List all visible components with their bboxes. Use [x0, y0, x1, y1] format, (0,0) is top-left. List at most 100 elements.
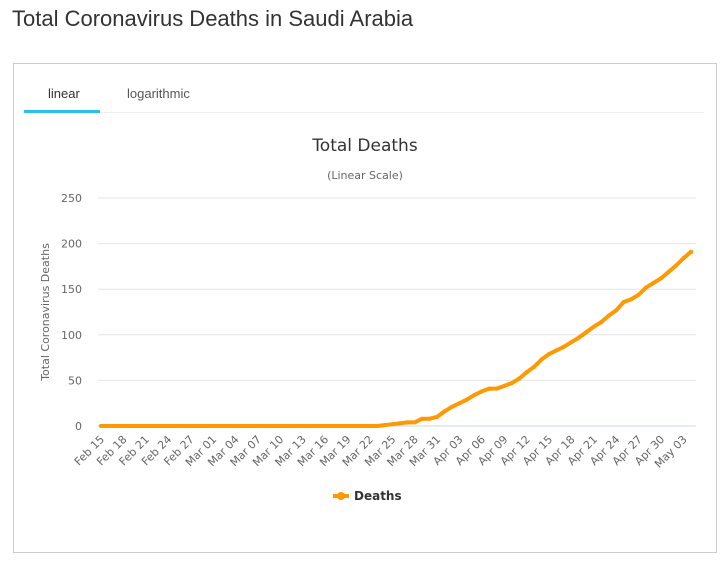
- data-point[interactable]: [308, 424, 313, 428]
- data-point[interactable]: [547, 351, 552, 356]
- data-point[interactable]: [427, 416, 432, 421]
- data-point[interactable]: [517, 376, 522, 381]
- data-point[interactable]: [479, 389, 484, 394]
- chart-panel: linear logarithmic: [13, 63, 717, 553]
- data-point[interactable]: [539, 357, 544, 362]
- data-point[interactable]: [689, 249, 693, 254]
- data-point[interactable]: [128, 424, 133, 428]
- data-point[interactable]: [151, 424, 156, 428]
- data-point[interactable]: [629, 297, 634, 302]
- data-point[interactable]: [345, 424, 350, 428]
- y-axis-label: Total Coronavirus Deaths: [39, 243, 52, 382]
- data-point[interactable]: [442, 409, 447, 414]
- data-point[interactable]: [532, 364, 537, 369]
- data-point[interactable]: [435, 414, 440, 419]
- y-tick-label: 100: [61, 329, 82, 342]
- data-point[interactable]: [121, 424, 126, 428]
- data-point[interactable]: [464, 397, 469, 402]
- data-point[interactable]: [173, 424, 178, 428]
- tab-linear[interactable]: linear: [48, 86, 80, 101]
- data-point[interactable]: [315, 424, 320, 428]
- data-point[interactable]: [562, 344, 567, 349]
- data-point[interactable]: [487, 386, 492, 391]
- y-tick-label: 250: [61, 192, 82, 205]
- data-point[interactable]: [621, 299, 626, 304]
- data-point[interactable]: [248, 424, 253, 428]
- data-point[interactable]: [181, 424, 186, 428]
- data-point[interactable]: [99, 424, 103, 428]
- scale-tabs: linear logarithmic: [24, 78, 704, 113]
- data-point[interactable]: [606, 313, 611, 318]
- data-point[interactable]: [233, 424, 238, 428]
- data-point[interactable]: [502, 383, 507, 388]
- data-point[interactable]: [412, 420, 417, 425]
- y-tick-label: 150: [61, 283, 82, 296]
- y-tick-label: 200: [61, 238, 82, 251]
- data-point[interactable]: [494, 386, 499, 391]
- data-point[interactable]: [390, 422, 395, 427]
- chart-title: Total Deaths: [311, 136, 418, 156]
- data-point[interactable]: [524, 370, 529, 375]
- data-point[interactable]: [278, 424, 283, 428]
- data-point[interactable]: [143, 424, 148, 428]
- data-point[interactable]: [106, 424, 111, 428]
- legend-deaths[interactable]: Deaths: [333, 489, 402, 503]
- data-point[interactable]: [218, 424, 223, 428]
- data-point[interactable]: [285, 424, 290, 428]
- legend-marker-icon: [337, 492, 345, 500]
- data-point[interactable]: [360, 424, 365, 428]
- data-point[interactable]: [367, 424, 372, 428]
- data-point[interactable]: [300, 424, 305, 428]
- active-tab-indicator: [24, 110, 100, 113]
- page-title: Total Coronavirus Deaths in Saudi Arabia: [12, 6, 414, 31]
- data-point[interactable]: [225, 424, 230, 428]
- data-point[interactable]: [554, 348, 559, 353]
- data-point[interactable]: [196, 424, 201, 428]
- data-point[interactable]: [472, 392, 477, 397]
- data-point[interactable]: [352, 424, 357, 428]
- data-point[interactable]: [188, 424, 193, 428]
- deaths-series-line: [99, 249, 693, 428]
- tab-logarithmic[interactable]: logarithmic: [127, 86, 190, 101]
- data-point[interactable]: [240, 424, 245, 428]
- legend-label: Deaths: [354, 489, 402, 503]
- data-point[interactable]: [659, 276, 664, 281]
- data-point[interactable]: [270, 424, 275, 428]
- data-point[interactable]: [203, 424, 208, 428]
- data-point[interactable]: [644, 285, 649, 290]
- chart-subtitle: (Linear Scale): [327, 169, 403, 182]
- data-point[interactable]: [569, 340, 574, 345]
- data-point[interactable]: [255, 424, 260, 428]
- data-point[interactable]: [166, 424, 171, 428]
- data-point[interactable]: [584, 330, 589, 335]
- data-point[interactable]: [136, 424, 141, 428]
- data-point[interactable]: [420, 416, 425, 421]
- data-point[interactable]: [614, 308, 619, 313]
- data-point[interactable]: [591, 324, 596, 329]
- data-point[interactable]: [636, 292, 641, 297]
- data-point[interactable]: [397, 421, 402, 426]
- data-point[interactable]: [211, 424, 216, 428]
- data-point[interactable]: [293, 424, 298, 428]
- data-point[interactable]: [113, 424, 118, 428]
- data-point[interactable]: [337, 424, 342, 428]
- data-point[interactable]: [674, 263, 679, 268]
- data-point[interactable]: [599, 320, 604, 325]
- data-point[interactable]: [382, 423, 387, 428]
- data-point[interactable]: [666, 269, 671, 274]
- y-tick-label: 50: [68, 374, 82, 387]
- data-point[interactable]: [158, 424, 163, 428]
- data-point[interactable]: [450, 404, 455, 409]
- data-point[interactable]: [681, 256, 686, 261]
- data-point[interactable]: [263, 424, 268, 428]
- y-tick-label: 0: [75, 420, 82, 433]
- data-point[interactable]: [651, 280, 656, 285]
- data-point[interactable]: [375, 424, 380, 428]
- data-point[interactable]: [330, 424, 335, 428]
- data-point[interactable]: [457, 401, 462, 406]
- data-point[interactable]: [323, 424, 328, 428]
- data-point[interactable]: [405, 420, 410, 425]
- data-point[interactable]: [509, 381, 514, 386]
- data-point[interactable]: [576, 335, 581, 340]
